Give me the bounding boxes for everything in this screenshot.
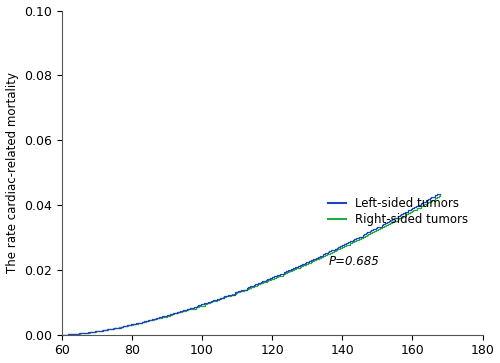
Text: P=0.685: P=0.685 xyxy=(329,255,380,268)
Y-axis label: The rate cardiac-related mortality: The rate cardiac-related mortality xyxy=(6,72,18,273)
Legend: Left-sided tumors, Right-sided tumors: Left-sided tumors, Right-sided tumors xyxy=(328,197,468,226)
